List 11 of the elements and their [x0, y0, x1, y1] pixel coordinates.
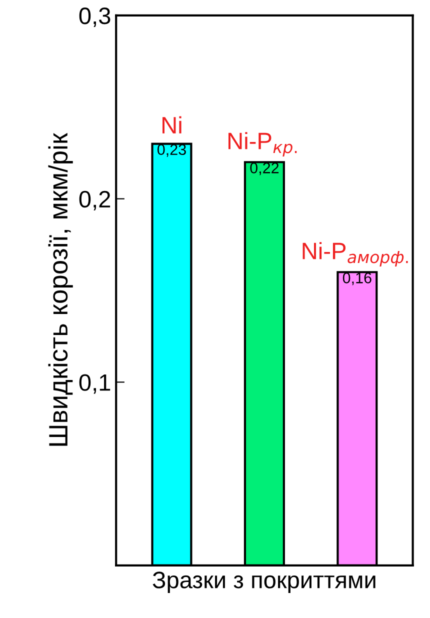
x-axis-title: Зразки з покриттями: [152, 572, 376, 594]
data-label: 0,23: [157, 144, 186, 157]
y-tick-label: 0,3: [79, 8, 110, 28]
data-label: 0,16: [342, 272, 372, 286]
x-tick-label: Ni-P$_{кр.}$: [228, 132, 297, 156]
x-tick-label: Ni: [162, 116, 182, 134]
y-tick-label: 0,1: [79, 374, 110, 394]
data-label: 0,22: [250, 162, 279, 176]
x-tick-label: Ni-P$_{аморф.}$: [302, 242, 408, 266]
y-axis-title: Швидкість корозії, мкм/рік: [48, 132, 73, 446]
y-tick-label: 0,2: [79, 190, 110, 210]
